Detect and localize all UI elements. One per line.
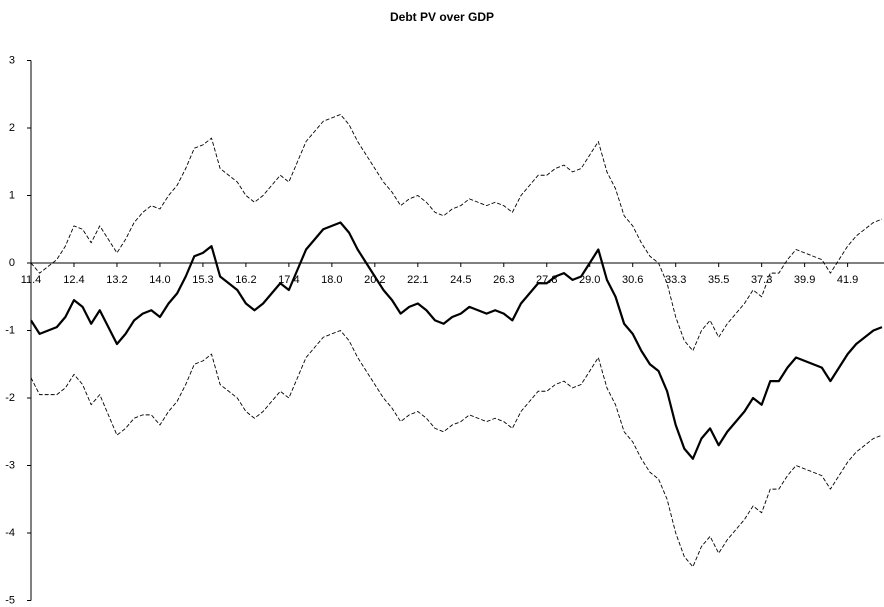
- y-tick-label: -5: [5, 594, 15, 606]
- x-tick-label: 26.3: [493, 274, 514, 286]
- x-tick-label: 15.3: [192, 274, 213, 286]
- data-line: [30, 114, 883, 352]
- x-tick-label: 16.2: [235, 274, 256, 286]
- x-tick-label: 13.2: [106, 274, 127, 286]
- x-tick-label: 41.9: [837, 274, 858, 286]
- data-line: [30, 330, 883, 568]
- chart-title: Debt PV over GDP: [390, 10, 494, 24]
- y-tick-label: 3: [9, 54, 15, 66]
- x-tick-label: 11.4: [21, 274, 42, 286]
- y-tick-label: -3: [5, 459, 15, 471]
- y-tick-label: -4: [5, 527, 15, 539]
- x-tick-label: 29.0: [579, 274, 600, 286]
- x-tick-label: 35.5: [708, 274, 729, 286]
- x-tick-label: 39.9: [794, 274, 815, 286]
- x-tick-label: 24.5: [450, 274, 471, 286]
- x-tick-label: 22.1: [407, 274, 428, 286]
- x-tick-label: 14.0: [149, 274, 170, 286]
- x-tick-label: 12.4: [63, 274, 84, 286]
- x-tick-label: 33.3: [665, 274, 686, 286]
- y-tick-label: 1: [9, 189, 15, 201]
- y-tick-label: -2: [5, 392, 15, 404]
- y-tick-label: 2: [9, 122, 15, 134]
- y-tick-label: 0: [9, 257, 15, 269]
- x-tick-label: 30.6: [622, 274, 643, 286]
- y-tick-label: -1: [5, 324, 15, 336]
- data-line: [30, 221, 883, 460]
- x-tick-label: 18.0: [321, 274, 342, 286]
